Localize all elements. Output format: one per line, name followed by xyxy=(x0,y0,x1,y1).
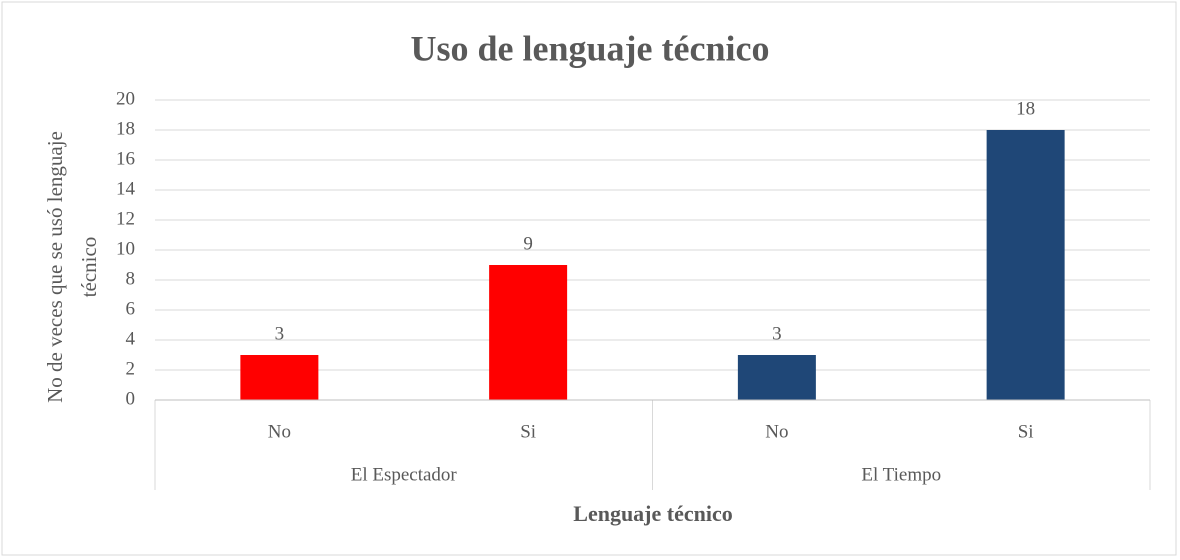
data-label: 18 xyxy=(1016,98,1035,119)
data-label: 3 xyxy=(772,323,782,344)
group-label: El Espectador xyxy=(351,464,458,485)
y-tick-label: 20 xyxy=(116,88,135,109)
y-tick-label: 14 xyxy=(116,178,136,199)
x-tick-label: No xyxy=(765,421,788,442)
data-label: 9 xyxy=(523,233,533,254)
x-axis-title: Lenguaje técnico xyxy=(573,501,732,526)
y-tick-label: 18 xyxy=(116,118,135,139)
bar xyxy=(489,265,568,400)
y-tick-label: 0 xyxy=(126,388,136,409)
y-tick-label: 4 xyxy=(126,328,136,349)
x-tick-label: No xyxy=(268,421,291,442)
x-tick-label: Si xyxy=(520,421,536,442)
chart-title: Uso de lenguaje técnico xyxy=(411,28,770,68)
data-label: 3 xyxy=(275,323,285,344)
y-tick-label: 6 xyxy=(126,298,136,319)
y-axis-title: No de veces que se usó lenguaje técnico xyxy=(43,131,101,403)
y-tick-label: 8 xyxy=(126,268,136,289)
group-label: El Tiempo xyxy=(861,464,941,485)
y-tick-label: 16 xyxy=(116,148,135,169)
x-tick-label: Si xyxy=(1018,421,1034,442)
y-tick-label: 10 xyxy=(116,238,135,259)
bar xyxy=(240,355,319,400)
y-tick-label: 12 xyxy=(116,208,135,229)
y-tick-label: 2 xyxy=(126,358,136,379)
bar xyxy=(986,130,1065,400)
bar xyxy=(737,355,816,400)
